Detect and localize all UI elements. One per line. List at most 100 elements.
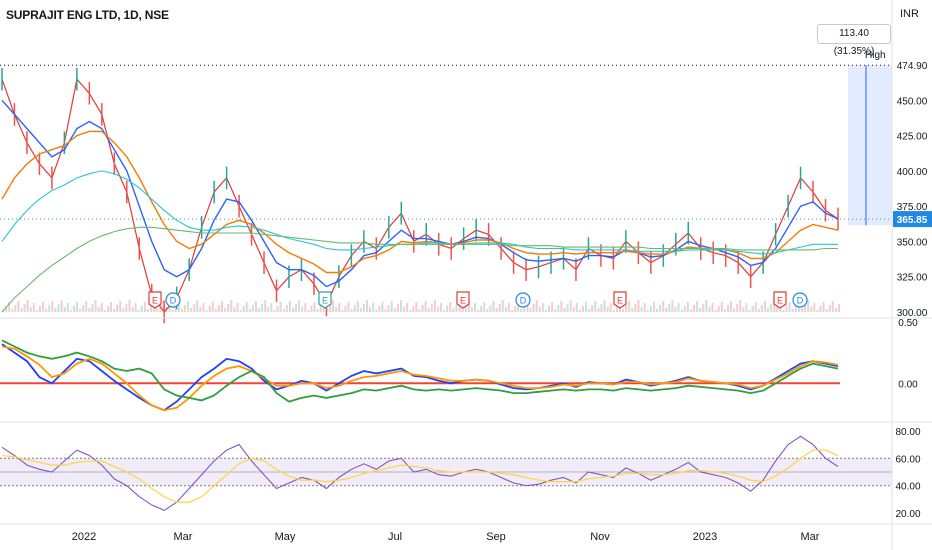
volume-bar [42,302,45,312]
currency-label: INR [900,8,919,20]
volume-bar [822,302,825,312]
volume-bar [128,300,131,312]
volume-bar [387,305,390,312]
volume-bar [449,302,452,312]
volume-bar [221,301,224,312]
oscillator-series-1 [1,345,839,412]
volume-bar [680,310,683,312]
volume-bar [399,300,402,312]
volume-bar [106,306,109,312]
volume-bar [239,310,242,312]
volume-bar [535,300,538,312]
price-series-1 [1,99,839,288]
volume-bar [45,309,48,312]
volume-bar [674,307,677,312]
volume-bar [507,303,510,312]
volume-bar [591,305,594,312]
price-tick-label: 375.00 [897,202,928,213]
volume-bar [32,303,35,312]
volume-bar [430,304,433,312]
volume-bar [717,306,720,312]
volume-bar [264,300,267,312]
volume-bar [696,301,699,312]
volume-bar [575,303,578,312]
volume-bar [526,301,529,312]
volume-bar [415,302,418,312]
event-label: D [797,296,804,306]
volume-bar [217,305,220,312]
x-tick-label: Nov [590,531,610,543]
volume-bar [554,309,557,312]
rsi-panel[interactable] [0,435,892,512]
volume-bar [279,302,282,312]
volume-bar [730,301,733,312]
volume-bar [736,304,739,312]
volume-bar [338,303,341,312]
volume-bar [421,305,424,312]
volume-bar [597,308,600,312]
volume-bar [813,303,816,312]
oscillator-panel[interactable] [0,339,840,412]
volume-bar [273,310,276,312]
volume-bar [548,306,551,312]
volume-bar [66,303,69,312]
volume-bar [267,307,270,312]
volume-bar [563,308,566,312]
volume-bar [581,306,584,312]
volume-bar [569,300,572,312]
volume-bar [705,300,708,312]
volume-bar [427,308,430,312]
volume-bar [362,304,365,312]
price-series-4 [1,226,838,313]
volume-bar [760,305,763,312]
volume-bar [455,305,458,312]
volume-bar [134,303,137,312]
volume-bar [100,303,103,312]
volume-bar [668,304,671,312]
volume-bar [8,302,11,312]
volume-bar [662,301,665,312]
volume-bar [838,304,840,312]
price-tick-label: 350.00 [897,237,928,248]
volume-bar [572,307,575,312]
volume-bar [369,307,372,312]
volume-bar [258,308,261,312]
volume-bar [319,305,322,312]
chart-title: SUPRAJIT ENG LTD, 1D, NSE [6,8,169,22]
volume-bar [486,309,489,312]
volume-bar [159,304,162,312]
volume-bar [782,310,785,312]
earnings-marker: E [773,291,787,309]
volume-bar [285,305,288,312]
volume-bar [745,303,748,312]
volume-bar [214,309,217,312]
volume-bar [54,308,57,312]
volume-bar [109,302,112,312]
volume-bar [628,301,631,312]
volume-bar [332,300,335,312]
volume-bar [350,309,353,312]
volume-bar [242,306,245,312]
oscillator-series-2 [1,339,839,403]
price-series-0 [1,77,839,313]
earnings-shape [773,291,787,309]
volume-bar [199,307,202,312]
volume-bar [146,309,149,312]
volume-bar [501,300,504,312]
volume-bar [625,305,628,312]
volume-bar [91,304,94,312]
volume-bar [477,310,480,312]
volume-bar [304,303,307,312]
event-label: E [617,296,623,306]
volume-bar [498,304,501,312]
volume-bar [72,306,75,312]
volume-bar [693,305,696,312]
volume-bar [20,308,23,312]
volume-bar [76,302,79,312]
price-tick-label: 425.00 [897,132,928,143]
volume-bar [603,300,606,312]
volume-bar [35,310,38,312]
volume-bar [424,301,427,312]
